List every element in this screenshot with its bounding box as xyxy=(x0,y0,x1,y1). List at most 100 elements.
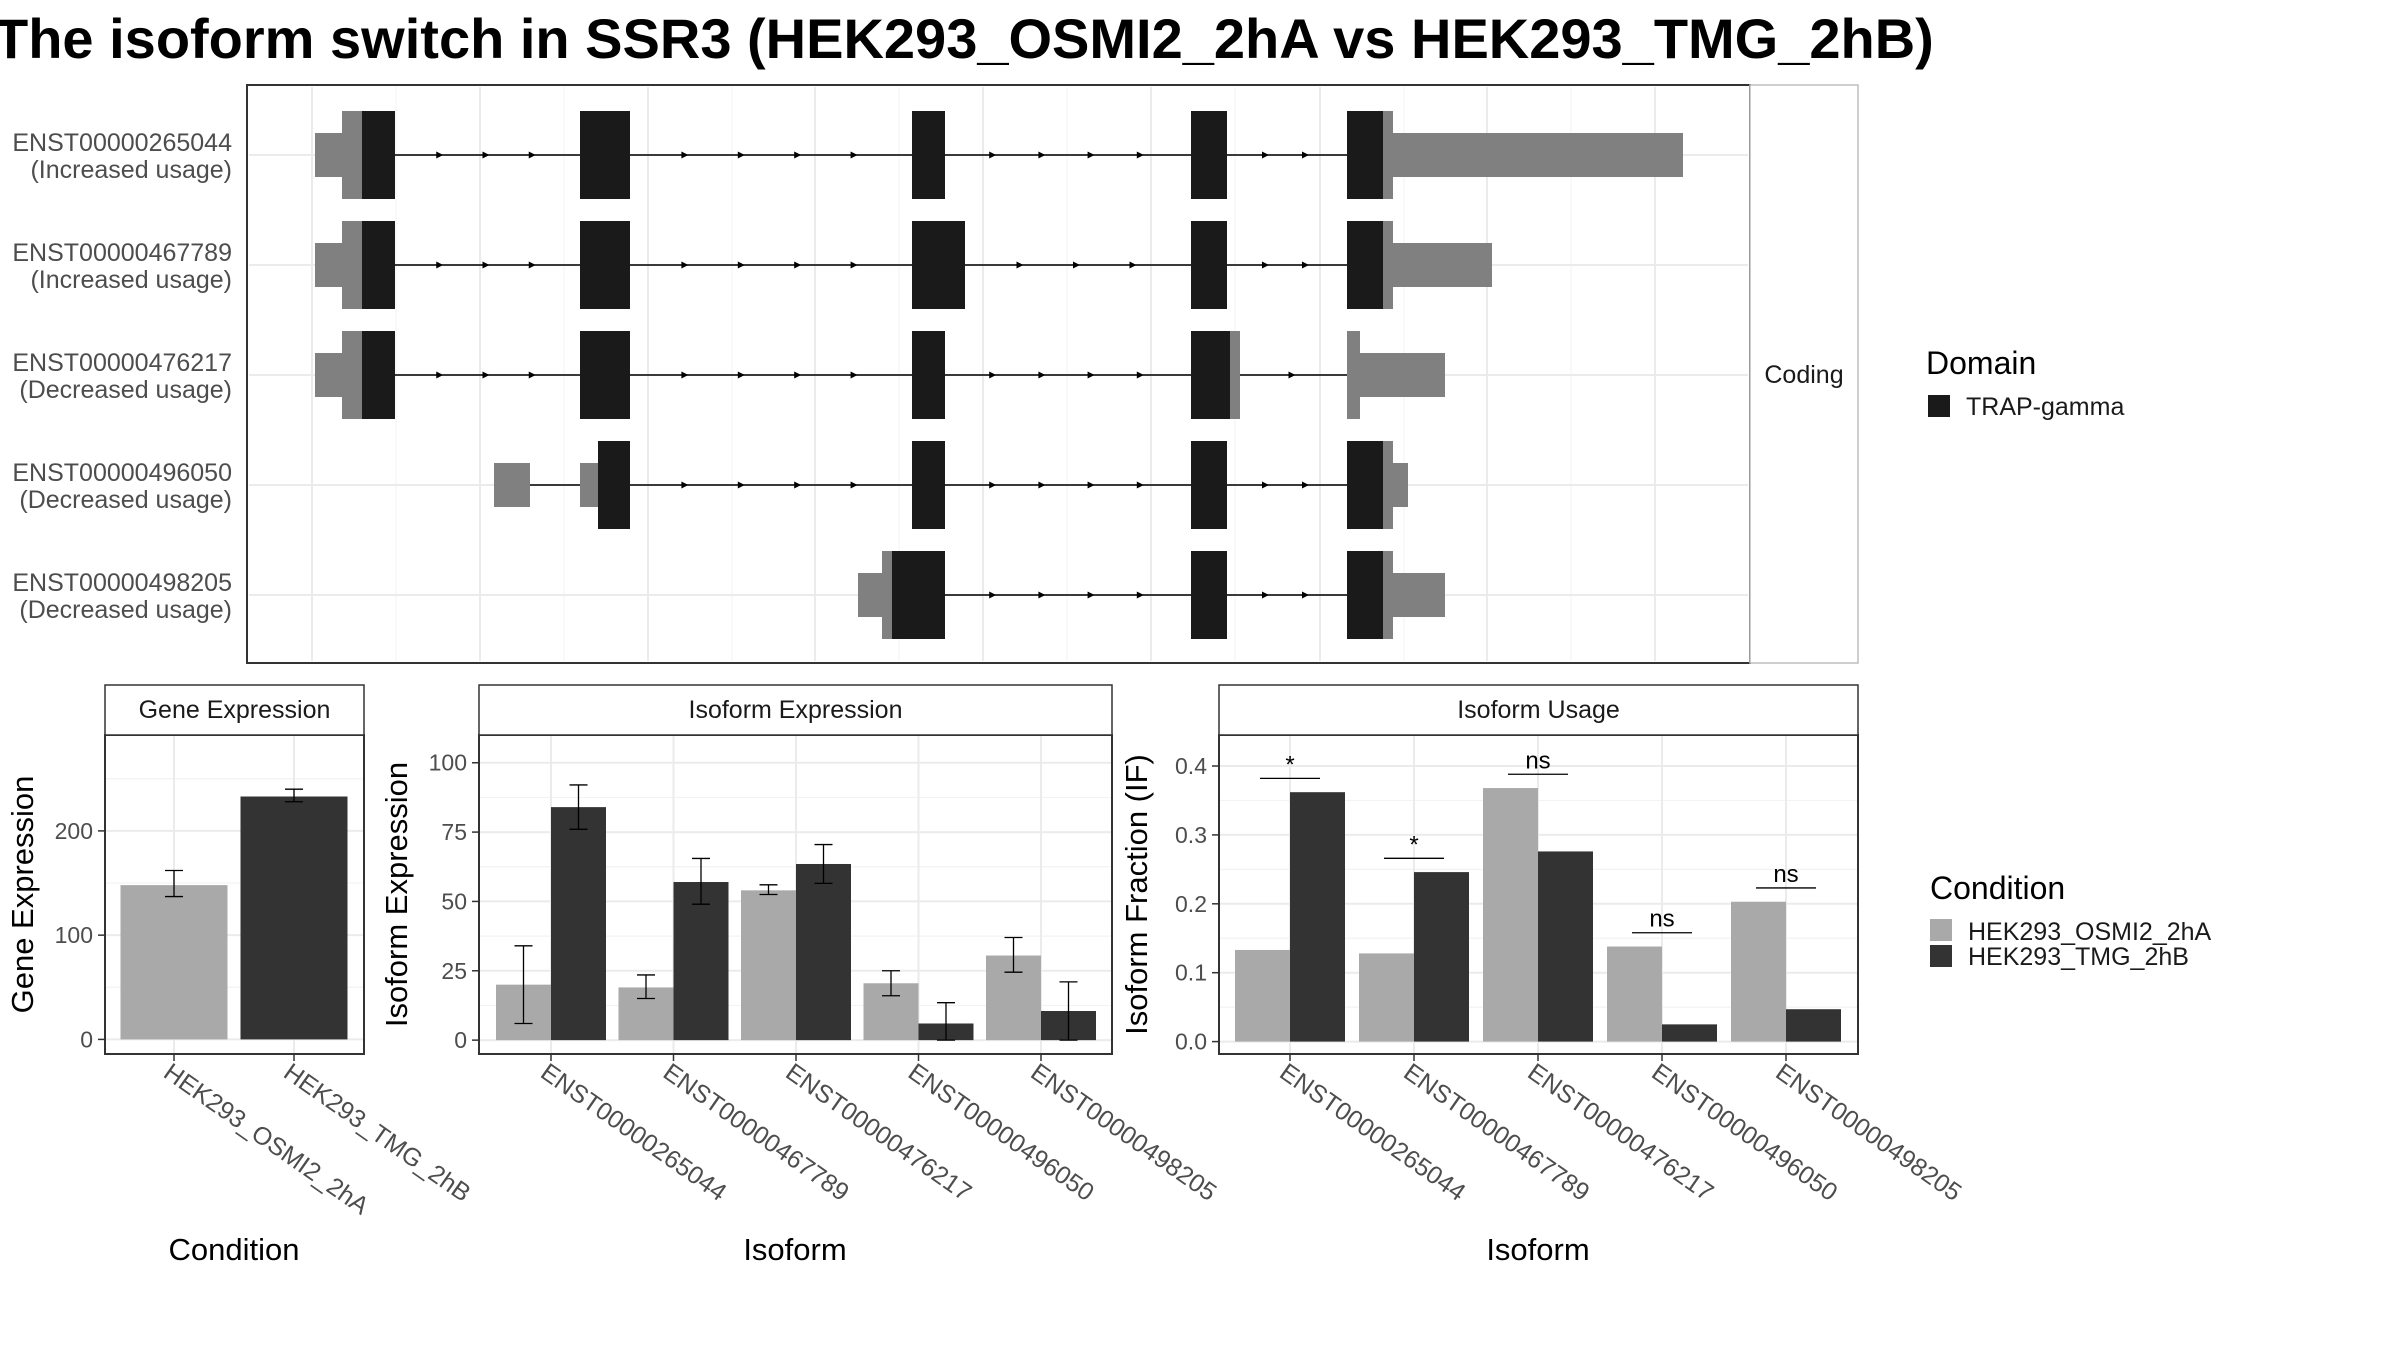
transcript-id-label: ENST00000496050 xyxy=(12,459,232,487)
intron-direction-arrow xyxy=(989,371,997,379)
intron-direction-arrow xyxy=(436,261,444,269)
y-axis-title: Gene Expression xyxy=(5,776,40,1014)
exon-domain-block xyxy=(892,551,945,639)
exon-utr-block xyxy=(342,221,362,309)
exon-domain-block xyxy=(1191,551,1227,639)
intron-direction-arrow xyxy=(989,151,997,159)
exon-domain-block xyxy=(1191,331,1230,419)
transcript-usage-label: (Decreased usage) xyxy=(19,596,232,624)
exon-utr-block xyxy=(1347,331,1360,419)
panel-strip xyxy=(478,684,1113,736)
intron-direction-arrow xyxy=(737,371,745,379)
bar xyxy=(1414,872,1469,1042)
transcript-id-label: ENST00000498205 xyxy=(12,569,232,597)
y-tick-label: 0.3 xyxy=(1175,822,1207,848)
bar xyxy=(741,890,796,1041)
exon-domain-block xyxy=(1347,441,1383,529)
y-tick-label: 75 xyxy=(441,819,467,845)
intron-direction-arrow xyxy=(482,151,490,159)
intron-direction-arrow xyxy=(1262,481,1269,489)
exon-domain-block xyxy=(912,331,945,419)
intron-direction-arrow xyxy=(850,151,858,159)
intron-direction-arrow xyxy=(482,371,490,379)
intron-direction-arrow xyxy=(1073,261,1080,269)
coding-strip-label: Coding xyxy=(1764,361,1843,389)
intron-direction-arrow xyxy=(1302,151,1309,159)
exon-utr-block xyxy=(1383,221,1393,309)
bar xyxy=(1359,953,1414,1042)
intron-direction-arrow xyxy=(1302,481,1309,489)
exon-domain-block xyxy=(912,111,945,199)
exon-utr-block xyxy=(1393,573,1445,617)
exon-domain-block xyxy=(1191,441,1227,529)
intron-direction-arrow xyxy=(1038,591,1046,599)
intron-direction-arrow xyxy=(1262,261,1269,269)
bar xyxy=(240,796,348,1040)
x-tick-label: HEK293_OSMI2_2hA xyxy=(159,1058,375,1221)
exon-domain-block xyxy=(1191,111,1227,199)
y-tick-label: 0 xyxy=(80,1026,93,1052)
exon-utr-block xyxy=(342,111,362,199)
intron-direction-arrow xyxy=(528,151,536,159)
exon-domain-block xyxy=(362,111,395,199)
intron-direction-arrow xyxy=(1136,371,1144,379)
intron-direction-arrow xyxy=(1136,481,1144,489)
bar xyxy=(1607,946,1662,1042)
exon-domain-block xyxy=(580,111,630,199)
exon-domain-block xyxy=(580,221,630,309)
significance-label: ns xyxy=(1773,861,1798,888)
bar-chart-panels: Gene Expression0100200HEK293_OSMI2_2hAHE… xyxy=(5,684,1967,1267)
intron-direction-arrow xyxy=(850,371,858,379)
intron-direction-arrow xyxy=(737,481,745,489)
intron-direction-arrow xyxy=(681,371,689,379)
y-tick-label: 25 xyxy=(441,958,467,984)
y-tick-label: 0.1 xyxy=(1175,960,1207,986)
panel-strip-label: Isoform Usage xyxy=(1457,696,1620,724)
y-axis-title: Isoform Fraction (IF) xyxy=(1119,754,1154,1035)
y-axis-title: Isoform Expression xyxy=(379,762,414,1027)
panel-strip xyxy=(1218,684,1859,736)
intron-direction-arrow xyxy=(794,371,802,379)
exon-domain-block xyxy=(580,331,630,419)
transcript-id-label: ENST00000467789 xyxy=(12,239,232,267)
transcript-id-label: ENST00000265044 xyxy=(12,129,232,157)
domain-legend-label: TRAP-gamma xyxy=(1966,393,2124,421)
exon-utr-block xyxy=(342,331,362,419)
exon-utr-block xyxy=(1383,111,1393,199)
intron-direction-arrow xyxy=(1038,151,1046,159)
y-tick-label: 0.0 xyxy=(1175,1029,1207,1055)
bar xyxy=(1538,851,1593,1042)
intron-direction-arrow xyxy=(1262,151,1269,159)
significance-label: ns xyxy=(1649,906,1674,933)
exon-utr-block xyxy=(1383,441,1393,529)
intron-direction-arrow xyxy=(1038,371,1046,379)
exon-domain-block xyxy=(362,331,395,419)
transcript-usage-label: (Decreased usage) xyxy=(19,376,232,404)
intron-direction-arrow xyxy=(737,151,745,159)
bar xyxy=(1786,1009,1841,1042)
intron-direction-arrow xyxy=(1016,261,1024,269)
bar xyxy=(1662,1024,1717,1042)
bar xyxy=(1235,949,1290,1042)
intron-direction-arrow xyxy=(681,261,689,269)
condition-legend-swatch-a xyxy=(1930,919,1952,941)
bar-panel-1: Gene Expression0100200HEK293_OSMI2_2hAHE… xyxy=(5,684,476,1267)
structure-tracks xyxy=(315,111,1683,639)
exon-domain-block xyxy=(1347,551,1383,639)
transcript-id-label: ENST00000476217 xyxy=(12,349,232,377)
intron-direction-arrow xyxy=(436,151,444,159)
intron-direction-arrow xyxy=(436,371,444,379)
y-tick-label: 100 xyxy=(429,750,467,776)
bar xyxy=(1483,788,1538,1042)
exon-domain-block xyxy=(1191,221,1227,309)
intron-direction-arrow xyxy=(681,481,689,489)
significance-label: * xyxy=(1285,751,1294,778)
intron-direction-arrow xyxy=(1288,371,1296,379)
intron-direction-arrow xyxy=(794,481,802,489)
significance-label: ns xyxy=(1525,747,1550,774)
exon-utr-block xyxy=(882,551,892,639)
exon-domain-block xyxy=(598,441,630,529)
domain-legend: Domain TRAP-gamma xyxy=(1926,345,2124,421)
intron-direction-arrow xyxy=(482,261,490,269)
